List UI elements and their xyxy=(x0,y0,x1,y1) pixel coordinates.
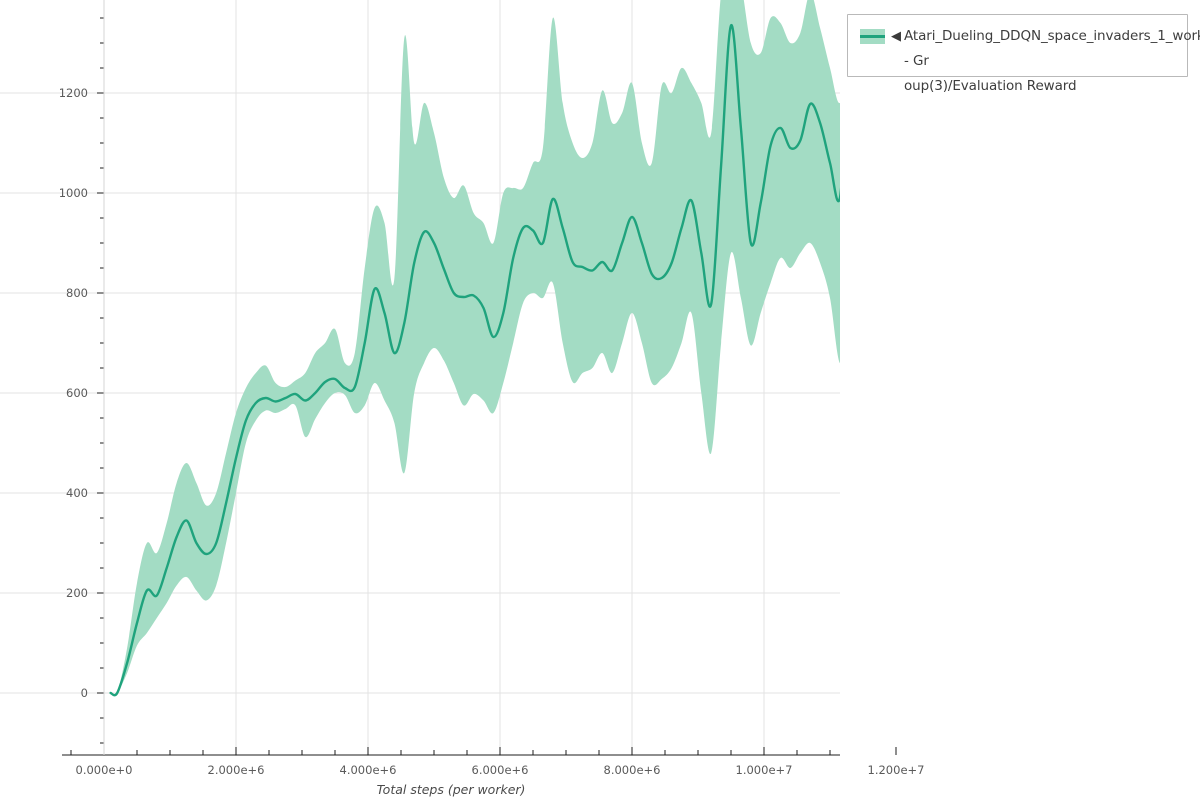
x-axis-tick-label: 0.000e+0 xyxy=(75,763,133,777)
y-axis-tick-label: 0 xyxy=(80,686,88,700)
y-axis-tick-label: 1000 xyxy=(58,186,88,200)
legend-color-swatch-icon xyxy=(860,29,885,44)
x-axis-title: Total steps (per worker) xyxy=(376,782,526,797)
x-axis-tick-label: 6.000e+6 xyxy=(471,763,529,777)
y-axis-tick-label: 600 xyxy=(66,386,88,400)
confidence-band xyxy=(110,0,840,697)
axes xyxy=(62,0,897,756)
y-axis-tick-label: 1200 xyxy=(58,86,88,100)
x-axis-tick-label: 4.000e+6 xyxy=(339,763,397,777)
x-axis-tick-label: 2.000e+6 xyxy=(207,763,265,777)
y-axis-tick-label: 400 xyxy=(66,486,88,500)
legend-series-label: Atari_Dueling_DDQN_space_invaders_1_work… xyxy=(904,28,1200,94)
y-axis-tick-label: 200 xyxy=(66,586,88,600)
x-axis-tick-label: 1.000e+7 xyxy=(735,763,793,777)
y-axis-tick-label: 800 xyxy=(66,286,88,300)
chart-legend[interactable]: ◀ Atari_Dueling_DDQN_space_invaders_1_wo… xyxy=(847,14,1200,94)
legend-left-triangle-icon: ◀ xyxy=(891,29,901,44)
x-axis-tick-label: 1.200e+7 xyxy=(867,763,925,777)
legend-entry[interactable]: ◀ Atari_Dueling_DDQN_space_invaders_1_wo… xyxy=(858,24,1200,99)
mean-line xyxy=(109,24,840,697)
x-axis-tick-label: 8.000e+6 xyxy=(603,763,661,777)
